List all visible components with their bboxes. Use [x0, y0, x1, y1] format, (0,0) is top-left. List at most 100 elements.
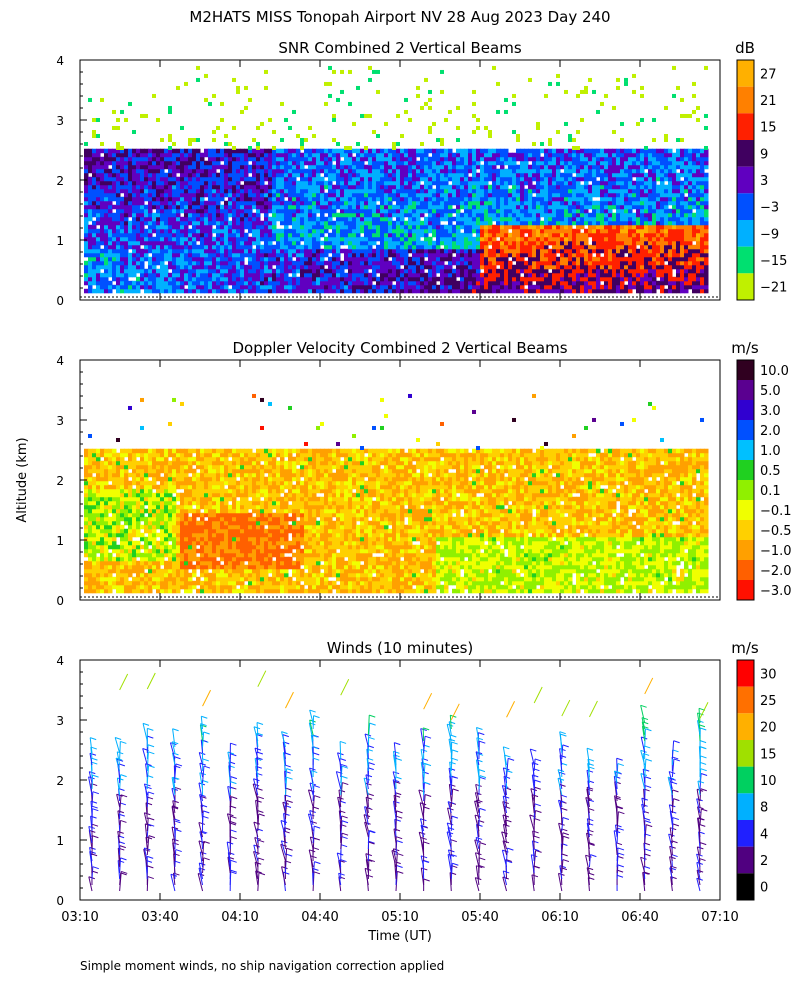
snr-cell	[392, 146, 396, 150]
snr-cell	[404, 97, 408, 102]
snr-cell	[360, 192, 365, 198]
snr-cell	[356, 216, 361, 222]
snr-cell	[304, 160, 309, 166]
snr-cell	[376, 172, 381, 178]
snr-cell	[88, 256, 93, 262]
snr-cell	[568, 192, 573, 198]
snr-cell	[456, 192, 461, 198]
snr-cell	[124, 220, 129, 226]
snr-cell	[492, 200, 497, 206]
snr-cell	[120, 164, 125, 170]
snr-cell	[328, 156, 333, 162]
snr-cell	[424, 152, 429, 158]
snr-cell	[456, 248, 461, 254]
snr-cell	[528, 284, 533, 290]
snr-cell	[132, 236, 137, 242]
snr-cell	[264, 244, 269, 250]
snr-cell	[180, 236, 185, 242]
snr-cell	[292, 232, 297, 238]
snr-cell	[532, 164, 537, 170]
snr-cell	[416, 93, 420, 98]
snr-cell	[280, 160, 285, 166]
snr-cell	[380, 252, 385, 258]
snr-cell	[592, 176, 597, 182]
snr-cell	[344, 152, 349, 158]
snr-cell	[416, 260, 421, 266]
snr-cell	[628, 148, 633, 154]
snr-cell	[84, 184, 89, 190]
snr-cell	[92, 133, 96, 138]
snr-cell	[404, 264, 409, 270]
snr-cell	[376, 152, 381, 158]
snr-cell	[144, 212, 149, 218]
snr-cell	[220, 208, 225, 214]
snr-cell	[428, 216, 433, 222]
snr-cell	[504, 284, 509, 290]
snr-cell	[296, 212, 301, 218]
snr-cell	[392, 220, 397, 226]
snr-cell	[188, 156, 193, 162]
snr-cell	[548, 152, 553, 158]
snr-cell	[108, 196, 113, 202]
snr-cell	[340, 220, 345, 226]
snr-cell	[448, 196, 453, 202]
snr-cell	[592, 288, 597, 294]
snr-cell	[88, 184, 93, 190]
snr-cell	[172, 216, 177, 222]
snr-cell	[292, 220, 297, 226]
snr-cell	[428, 180, 433, 186]
snr-cell	[300, 164, 305, 170]
snr-cell	[104, 184, 109, 190]
snr-cell	[128, 256, 133, 262]
snr-cell	[496, 200, 501, 206]
snr-cell	[304, 188, 309, 194]
snr-cell	[348, 288, 353, 294]
snr-cell	[500, 192, 505, 198]
snr-cell	[504, 216, 509, 222]
snr-cell	[420, 188, 425, 194]
snr-cell	[140, 196, 145, 202]
snr-cell	[360, 216, 365, 222]
snr-cell	[300, 176, 305, 182]
snr-cell	[112, 276, 117, 282]
snr-cell	[184, 188, 189, 194]
snr-cell	[552, 276, 557, 282]
snr-cell	[448, 236, 453, 242]
snr-cell	[524, 204, 529, 210]
snr-cell	[360, 204, 365, 210]
snr-cell	[600, 228, 605, 234]
snr-cell	[112, 260, 117, 266]
snr-cell	[592, 220, 597, 226]
snr-cell	[500, 284, 505, 290]
snr-cell	[608, 240, 613, 246]
snr-cell	[404, 184, 409, 190]
snr-cell	[552, 168, 557, 174]
snr-cell	[304, 272, 309, 278]
snr-cell	[260, 196, 265, 202]
snr-cell	[520, 236, 525, 242]
snr-cell	[108, 192, 113, 198]
snr-cell	[428, 160, 433, 166]
snr-cell	[580, 176, 585, 182]
snr-cell	[312, 240, 317, 246]
snr-cell	[104, 188, 109, 194]
snr-cell	[320, 164, 325, 170]
snr-cell	[428, 164, 433, 170]
snr-cell	[352, 228, 357, 234]
snr-cell	[364, 228, 369, 234]
snr-cell	[572, 248, 577, 254]
snr-cell	[216, 252, 221, 258]
snr-cell	[604, 176, 609, 182]
snr-cell	[136, 260, 141, 266]
snr-cell	[88, 240, 93, 246]
snr-cell	[540, 232, 545, 238]
snr-cell	[540, 172, 545, 178]
snr-cell	[304, 176, 309, 182]
snr-cell	[564, 268, 569, 274]
snr-cell	[480, 216, 485, 222]
snr-cell	[304, 264, 309, 270]
snr-cell	[400, 272, 405, 278]
snr-cell	[100, 252, 105, 258]
snr-cell	[368, 200, 373, 206]
snr-cell	[296, 220, 301, 226]
